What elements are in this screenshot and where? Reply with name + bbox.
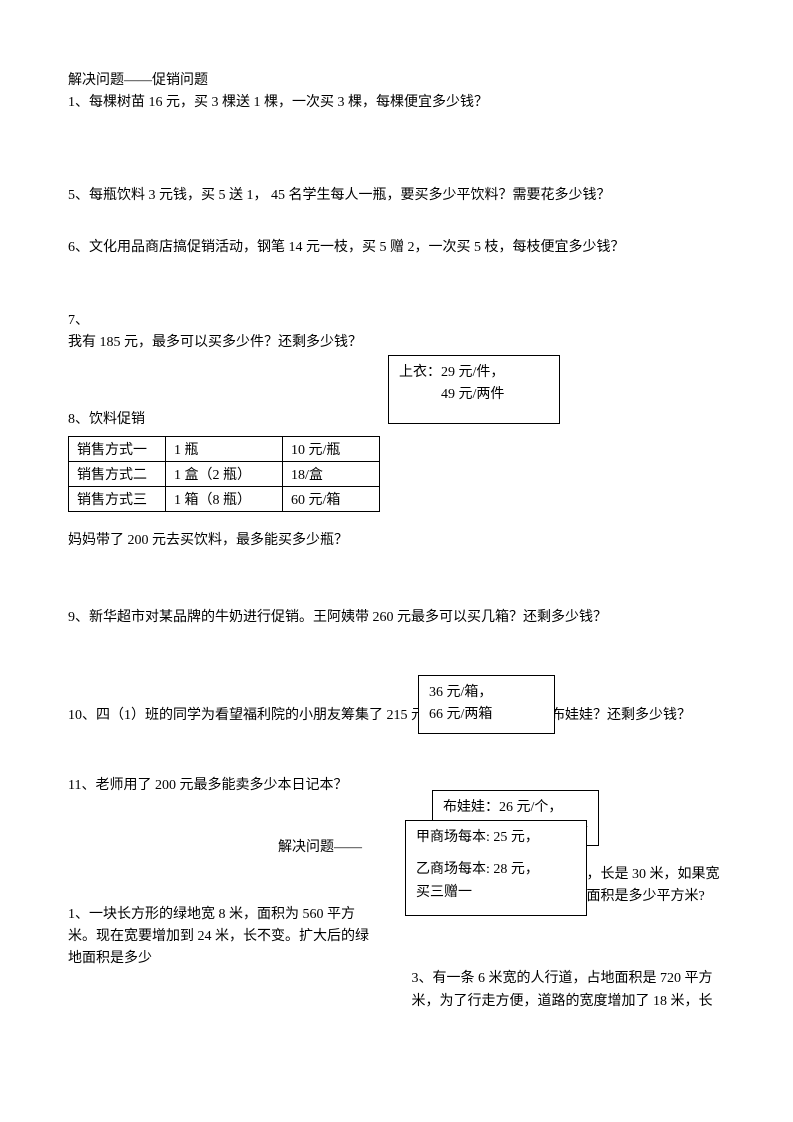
q11-price-box: 甲商场每本: 25 元， 乙商场每本: 28 元， 买三赠一: [405, 820, 587, 916]
cell: 1 瓶: [166, 436, 283, 461]
q10-box-line1: 布娃娃：26 元/个，: [443, 797, 588, 819]
table-row: 销售方式一 1 瓶 10 元/瓶: [69, 436, 380, 461]
question-11: 11、老师用了 200 元最多能卖多少本日记本？: [68, 775, 725, 797]
q7-price-box: 上衣：29 元/件， 49 元/两件: [388, 355, 560, 424]
table-row: 销售方式二 1 盒（2 瓶） 18/盒: [69, 461, 380, 486]
q8-table: 销售方式一 1 瓶 10 元/瓶 销售方式二 1 盒（2 瓶） 18/盒 销售方…: [68, 436, 380, 512]
question-7-label: 7、: [68, 310, 725, 332]
cell: 销售方式二: [69, 461, 166, 486]
question-8-after: 妈妈带了 200 元去买饮料，最多能买多少瓶？: [68, 530, 725, 552]
cell: 销售方式三: [69, 486, 166, 511]
q9-price-box: 36 元/箱， 66 元/两箱: [418, 675, 555, 734]
question-1: 1、每棵树苗 16 元，买 3 棵送 1 棵，一次买 3 棵，每棵便宜多少钱？: [68, 92, 725, 114]
cell: 1 盒（2 瓶）: [166, 461, 283, 486]
cell: 1 箱（8 瓶）: [166, 486, 283, 511]
q7-box-line2: 49 元/两件: [399, 384, 549, 406]
cell: 60 元/箱: [283, 486, 380, 511]
question-6: 6、文化用品商店搞促销活动，钢笔 14 元一枝，买 5 赠 2，一次买 5 枝，…: [68, 237, 725, 259]
question-7-text: 我有 185 元，最多可以买多少件？还剩多少钱？: [68, 332, 725, 354]
question-5: 5、每瓶饮料 3 元钱，买 5 送 1， 45 名学生每人一瓶，要买多少平饮料？…: [68, 185, 725, 207]
q9-box-line1: 36 元/箱，: [429, 682, 544, 704]
col-right-p3: 3、有一条 6 米宽的人行道，占地面积是 720 平方米，为了行走方便，道路的宽…: [412, 968, 726, 1013]
cell: 销售方式一: [69, 436, 166, 461]
q11-box-line3: 买三赠一: [416, 882, 576, 904]
table-row: 销售方式三 1 箱（8 瓶） 60 元/箱: [69, 486, 380, 511]
question-9: 9、新华超市对某品牌的牛奶进行促销。王阿姨带 260 元最多可以买几箱？还剩多少…: [68, 607, 725, 629]
col-left-p1: 1、一块长方形的绿地宽 8 米，面积为 560 平方米。现在宽要增加到 24 米…: [68, 904, 382, 971]
q9-box-line2: 66 元/两箱: [429, 704, 544, 726]
subheader: 解决问题——: [68, 837, 725, 859]
page-title: 解决问题——促销问题: [68, 70, 725, 92]
cell: 10 元/瓶: [283, 436, 380, 461]
q7-box-line1: 上衣：29 元/件，: [399, 362, 549, 384]
cell: 18/盒: [283, 461, 380, 486]
question-10: 10、四（1）班的同学为看望福利院的小朋友筹集了 215 元钱，最多可以买几个布…: [68, 705, 725, 727]
q11-box-line1: 甲商场每本: 25 元，: [416, 827, 576, 849]
q11-box-line2: 乙商场每本: 28 元，: [416, 859, 576, 881]
